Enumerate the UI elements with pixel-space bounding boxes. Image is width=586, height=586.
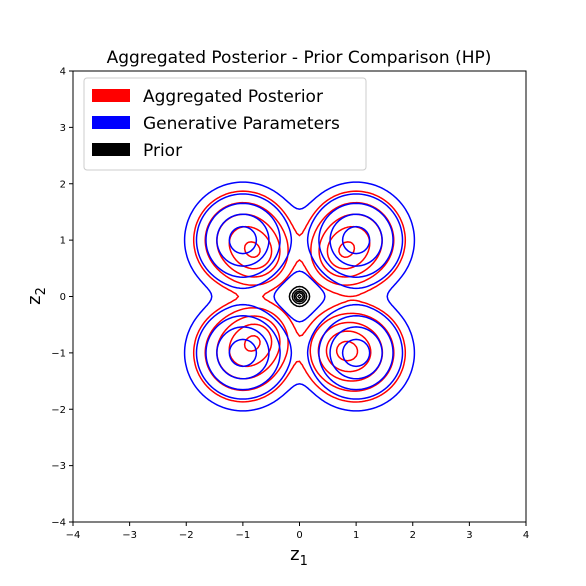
y-tick-label: 2 <box>60 179 66 190</box>
x-tick-label: 3 <box>466 530 472 541</box>
y-axis-label: z2 <box>24 287 49 305</box>
x-tick-label: −1 <box>236 530 251 541</box>
x-tick-label: 0 <box>296 530 302 541</box>
y-axis-label-main: z <box>24 295 45 304</box>
y-tick-label: 1 <box>60 236 66 247</box>
contour-line <box>183 181 416 412</box>
y-tick-label: −1 <box>51 348 66 359</box>
contour-line <box>291 288 308 305</box>
x-axis-ticks: −4 −3 −2 −1 0 1 2 3 4 <box>66 522 529 541</box>
legend-swatch <box>92 89 130 102</box>
x-tick-label: −2 <box>179 530 194 541</box>
y-tick-label: −2 <box>51 405 66 416</box>
x-tick-label: −4 <box>66 530 81 541</box>
x-axis-label-main: z <box>290 544 299 565</box>
y-tick-label: −4 <box>51 518 66 529</box>
legend-box <box>83 77 367 171</box>
contour-series-2 <box>288 285 311 308</box>
x-axis-label-subscript: 1 <box>300 554 308 569</box>
x-tick-label: −3 <box>122 530 137 541</box>
contour-line <box>192 190 407 403</box>
contour-series-0 <box>192 190 407 403</box>
y-tick-label: 0 <box>60 292 66 303</box>
legend-label: Prior <box>143 141 182 161</box>
contour-line <box>228 225 372 373</box>
contour-line <box>228 225 371 368</box>
legend: Aggregated Posterior Generative Parameter… <box>83 77 367 171</box>
y-tick-label: −3 <box>51 461 66 472</box>
contour-line <box>216 213 383 380</box>
contour-line <box>297 294 302 299</box>
legend-swatch <box>92 143 130 156</box>
contour-line <box>205 202 394 391</box>
contour-line <box>288 285 311 308</box>
x-tick-label: 4 <box>523 530 529 541</box>
x-axis-label: z1 <box>290 544 308 569</box>
contour-layer <box>183 181 416 412</box>
legend-label: Generative Parameters <box>143 114 340 134</box>
y-axis-ticks: −4 −3 −2 −1 0 1 2 3 4 <box>51 67 73 529</box>
y-axis-label-subscript: 2 <box>34 287 49 295</box>
x-tick-label: 1 <box>353 530 359 541</box>
legend-label: Aggregated Posterior <box>143 87 323 107</box>
x-tick-label: 2 <box>410 530 416 541</box>
contour-line <box>293 290 306 303</box>
contour-line <box>294 291 305 302</box>
chart-title: Aggregated Posterior - Prior Comparison … <box>107 48 492 68</box>
y-tick-label: 3 <box>60 123 66 134</box>
contour-series-1 <box>183 181 416 412</box>
contour-line <box>195 193 404 400</box>
y-tick-label: 4 <box>60 67 66 78</box>
legend-swatch <box>92 116 130 129</box>
